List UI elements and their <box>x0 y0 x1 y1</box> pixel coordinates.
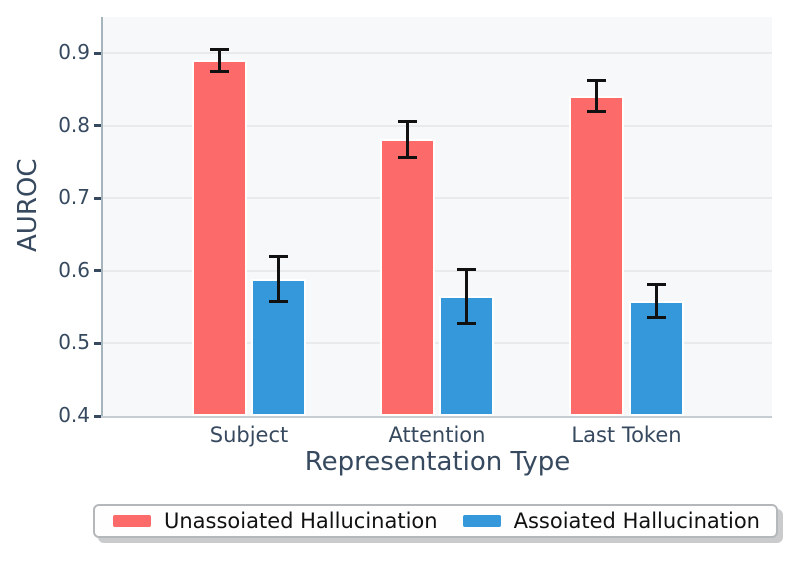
x-axis-label: Representation Type <box>304 447 571 477</box>
bar-unassoiated-subject <box>191 60 247 416</box>
y-tick-mark <box>94 124 101 128</box>
error-bar-cap <box>646 316 666 320</box>
y-tick-label: 0.7 <box>58 185 90 210</box>
error-bar-cap <box>587 79 607 83</box>
y-tick-mark <box>94 341 101 345</box>
gridline-y-0.7 <box>103 197 772 200</box>
error-bar <box>277 256 281 302</box>
y-tick-label: 0.9 <box>58 40 90 64</box>
legend: Unassoiated Hallucination Assoiated Hall… <box>93 504 778 538</box>
y-tick-label: 0.5 <box>58 330 90 355</box>
x-tick-label-subject: Subject <box>209 423 289 447</box>
y-tick-mark <box>94 414 101 418</box>
error-bar-cap <box>457 267 477 271</box>
y-tick-label: 0.6 <box>58 257 90 282</box>
legend-item-assoiated: Assoiated Hallucination <box>462 509 760 533</box>
error-bar-cap <box>209 69 229 73</box>
gridline-y-0.6 <box>103 269 772 272</box>
gridline-y-0.9 <box>103 52 772 54</box>
gridline-y-0.8 <box>103 124 772 127</box>
error-bar-cap <box>646 283 666 287</box>
error-bar-cap <box>269 299 289 303</box>
legend-label-assoiated: Assoiated Hallucination <box>513 509 760 533</box>
bar-unassoiated-last-token <box>569 95 625 416</box>
error-bar <box>465 269 469 324</box>
x-axis-spine <box>101 416 772 418</box>
error-bar-cap <box>269 254 289 258</box>
error-bar-cap <box>397 119 417 123</box>
error-bar <box>654 284 658 318</box>
error-bar-cap <box>397 156 417 160</box>
error-bar-cap <box>457 321 477 325</box>
y-tick-label: 0.8 <box>58 112 90 137</box>
y-axis-label: AUROC <box>13 158 43 252</box>
x-tick-label-attention: Attention <box>388 423 486 447</box>
y-tick-label: 0.4 <box>58 403 90 427</box>
bar-unassoiated-attention <box>379 139 435 416</box>
error-bar <box>595 80 599 112</box>
error-bar <box>217 49 221 72</box>
legend-label-unassoiated: Unassoiated Hallucination <box>164 509 438 533</box>
legend-swatch-assoiated <box>462 515 501 527</box>
legend-item-unassoiated: Unassoiated Hallucination <box>113 509 438 533</box>
y-axis-spine <box>101 17 103 418</box>
y-tick-mark <box>94 269 101 273</box>
error-bar-cap <box>209 47 229 51</box>
x-tick-label-last-token: Last Token <box>571 423 682 447</box>
error-bar <box>405 121 409 158</box>
y-tick-mark <box>94 196 101 200</box>
gridline-y-0.5 <box>103 342 772 345</box>
error-bar-cap <box>587 109 607 113</box>
y-tick-mark <box>94 51 101 55</box>
legend-swatch-unassoiated <box>113 515 151 527</box>
